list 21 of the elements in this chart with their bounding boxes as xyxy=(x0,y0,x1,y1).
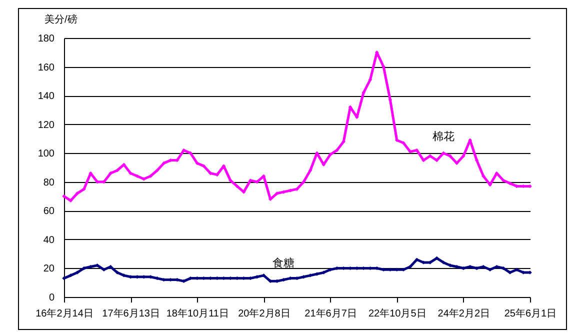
x-tick-label: 21年6月7日 xyxy=(304,308,357,320)
x-tick-label: 25年6月1日 xyxy=(504,308,557,320)
x-tick-label: 17年6月13日 xyxy=(102,308,160,320)
x-tick-label: 24年2月2日 xyxy=(438,308,490,320)
y-tick-label: 20 xyxy=(43,264,55,275)
y-tick-label: 140 xyxy=(38,91,55,102)
y-tick-label: 0 xyxy=(48,292,55,304)
y-axis-title: 美分/磅 xyxy=(44,14,78,26)
x-tick-label: 16年2月14日 xyxy=(36,308,94,320)
y-tick-label: 80 xyxy=(43,177,55,188)
x-tick-label: 20年2月8日 xyxy=(238,308,290,320)
y-tick-label: 100 xyxy=(38,148,55,160)
x-tick-label: 22年10月5日 xyxy=(368,308,426,320)
x-tick-label: 18年10月11日 xyxy=(166,308,229,320)
y-tick-label: 120 xyxy=(38,120,55,131)
y-tick-label: 60 xyxy=(43,206,55,218)
series-label: 食糖 xyxy=(272,256,295,270)
series-label: 棉花 xyxy=(432,130,454,144)
y-tick-label: 180 xyxy=(38,34,55,44)
y-tick-label: 160 xyxy=(38,62,55,74)
y-tick-label: 40 xyxy=(43,234,55,246)
